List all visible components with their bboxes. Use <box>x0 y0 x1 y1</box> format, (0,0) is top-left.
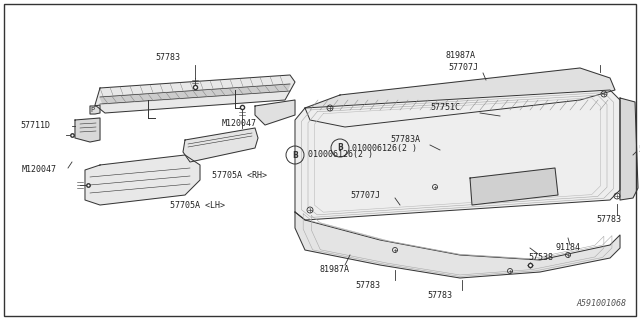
Text: 57711D: 57711D <box>20 122 50 131</box>
Text: 57704A: 57704A <box>638 146 640 155</box>
Text: 57783A: 57783A <box>390 135 420 145</box>
Text: 57783: 57783 <box>355 282 381 291</box>
Polygon shape <box>75 118 100 142</box>
Text: 010006126(2 ): 010006126(2 ) <box>308 150 373 159</box>
Polygon shape <box>295 212 620 278</box>
Polygon shape <box>183 128 258 162</box>
Text: 57707J: 57707J <box>350 190 380 199</box>
Text: B: B <box>337 143 343 153</box>
Text: 91184: 91184 <box>556 244 581 252</box>
Text: 57705A <RH>: 57705A <RH> <box>212 171 267 180</box>
Polygon shape <box>95 75 295 113</box>
Polygon shape <box>470 168 558 205</box>
Text: 81987A: 81987A <box>446 51 476 60</box>
Text: 57707J: 57707J <box>448 63 478 73</box>
Text: 57783: 57783 <box>596 215 621 225</box>
Text: 57705A <LH>: 57705A <LH> <box>170 201 225 210</box>
Text: 81987A: 81987A <box>320 266 350 275</box>
Text: 57538: 57538 <box>528 253 553 262</box>
Polygon shape <box>295 90 620 220</box>
Polygon shape <box>620 98 638 200</box>
Text: P: P <box>90 107 94 113</box>
Text: 57783: 57783 <box>156 53 180 62</box>
Polygon shape <box>90 105 100 114</box>
Text: 010006126(2 ): 010006126(2 ) <box>352 143 417 153</box>
Text: 57783: 57783 <box>428 292 452 300</box>
Text: M120047: M120047 <box>22 165 57 174</box>
Polygon shape <box>255 100 295 125</box>
Text: B: B <box>292 150 298 159</box>
Text: M120047: M120047 <box>222 118 257 127</box>
Polygon shape <box>305 68 615 127</box>
Text: 57751C: 57751C <box>430 103 460 113</box>
Polygon shape <box>100 84 290 104</box>
Polygon shape <box>85 155 200 205</box>
Text: A591001068: A591001068 <box>576 299 626 308</box>
